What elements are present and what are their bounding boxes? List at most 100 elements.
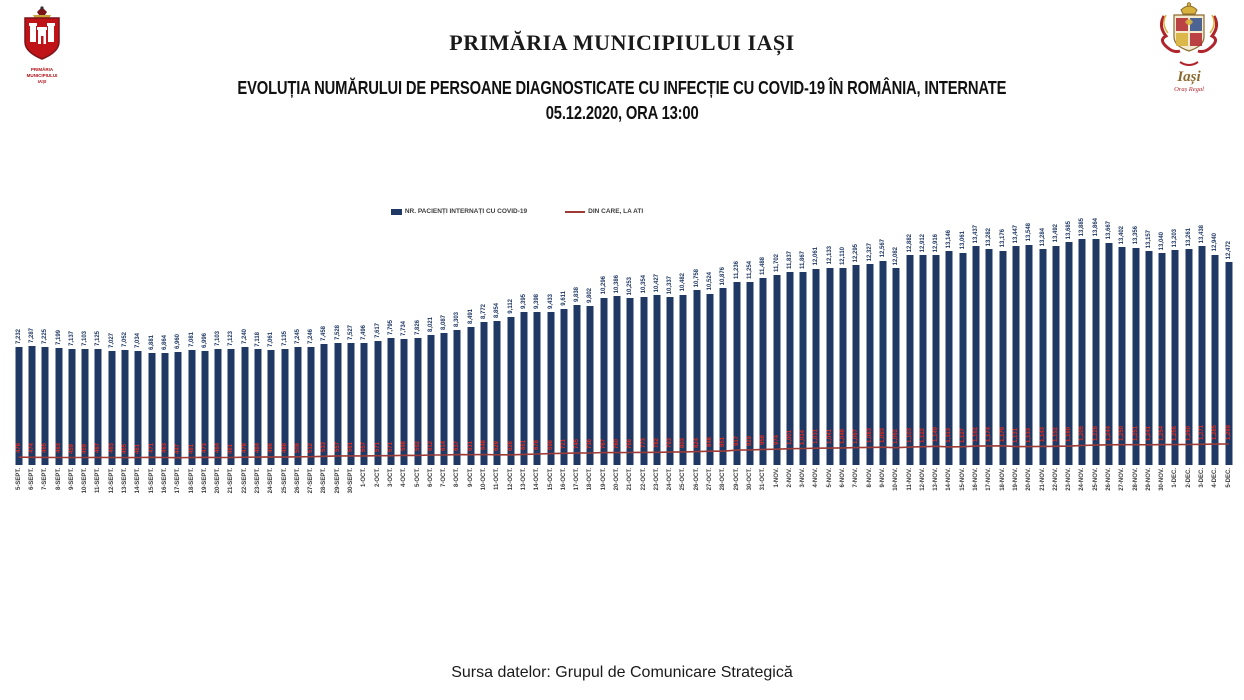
bar: [919, 254, 927, 465]
bar: [307, 347, 315, 465]
x-axis-date-label: 19-OCT.: [600, 468, 607, 491]
bar-value-label: 13,447: [1012, 224, 1019, 244]
bar-value-label: 7,081: [188, 331, 195, 347]
bar-value-label: 9,433: [547, 293, 554, 309]
chart-subtitle-datetime: 05.12.2020, ORA 13:00: [545, 103, 699, 123]
ati-value-label: 478: [15, 443, 22, 454]
x-axis-date-label: 18-OCT.: [587, 468, 594, 491]
x-axis-date-label: 4-DEC.: [1212, 468, 1219, 488]
bar: [547, 311, 555, 465]
chart-column: 10,524 846 27-OCT.: [703, 221, 716, 490]
bar: [879, 260, 887, 465]
bar-value-label: 13,548: [1026, 223, 1033, 242]
x-axis-date-label: 9-SEPT.: [68, 468, 75, 491]
x-axis-date-label: 21-OCT.: [627, 468, 634, 491]
chart-column: 7,245 506 26-SEPT.: [291, 221, 304, 493]
x-axis-date-label: 5-NOV.: [826, 468, 833, 488]
page-title: PRIMĂRIA MUNICIPIULUI IAȘI: [449, 30, 795, 55]
ati-value-label: 929: [746, 435, 753, 446]
chart-column: 8,772 648 10-OCT.: [477, 221, 490, 490]
bar: [1025, 244, 1033, 465]
chart-column: 13,157 1,241 29-NOV.: [1142, 221, 1155, 491]
ati-value-label: 760: [614, 438, 620, 449]
bar: [281, 348, 289, 465]
chart-column: 9,433 698 15-OCT.: [544, 221, 557, 490]
ati-value-label: 631: [467, 440, 474, 451]
ati-value-label: 1,041: [826, 429, 833, 445]
chart-column: 7,225 465 7-SEPT.: [39, 221, 52, 490]
chart-column: 12,912 1,122 12-NOV.: [916, 221, 929, 491]
bar: [174, 351, 182, 465]
chart-column: 11,488 958 31-OCT.: [757, 221, 770, 490]
bar-value-label: 6,996: [201, 333, 208, 349]
x-axis-date-label: 6-NOV.: [840, 468, 847, 488]
x-axis-date-label: 17-SEPT.: [175, 468, 182, 494]
ati-value-label: 463: [55, 443, 62, 454]
bar-value-label: 11,488: [760, 257, 767, 276]
chart-column: 7,496 557 1-OCT.: [358, 221, 371, 487]
x-axis-date-label: 8-OCT.: [454, 468, 461, 488]
x-axis-date-label: 29-NOV.: [1145, 468, 1152, 491]
bar: [28, 346, 36, 465]
ati-value-label: 773: [640, 438, 647, 449]
royal-logo-caption: Iași: [1177, 69, 1201, 85]
bar-value-label: 13,402: [1119, 225, 1126, 244]
bar: [214, 349, 222, 465]
x-axis-date-label: 24-SEPT.: [268, 468, 275, 494]
bar: [227, 349, 235, 465]
bar-value-label: 6,960: [175, 333, 182, 349]
ati-value-label: 1,143: [1039, 427, 1046, 443]
x-axis-date-label: 17-OCT.: [574, 468, 581, 491]
bar-value-label: 11,254: [746, 260, 753, 279]
x-axis-date-label: 7-SEPT.: [42, 468, 49, 491]
x-axis-date-label: 18-SEPT.: [188, 468, 195, 494]
bar-value-label: 7,240: [241, 329, 248, 345]
bar: [427, 334, 435, 465]
bar: [679, 294, 687, 465]
ati-value-label: 917: [733, 436, 740, 447]
x-axis-date-label: 31-OCT.: [760, 468, 767, 491]
x-axis-date-label: 6-SEPT.: [28, 468, 35, 491]
ati-value-label: 506: [294, 442, 301, 453]
chart-column: 7,232 478 5-SEPT.: [12, 221, 25, 490]
ati-value-label: 592: [414, 441, 421, 452]
ati-value-label: 461: [135, 443, 142, 454]
bar: [613, 296, 621, 465]
ati-value-label: 1,241: [1145, 425, 1152, 441]
chart-column: 13,146 1,113 14-NOV.: [943, 221, 956, 491]
ati-value-label: 803: [680, 437, 687, 448]
bar: [999, 250, 1007, 465]
x-axis-date-label: 3-OCT.: [387, 468, 394, 488]
chart-column: 7,061 496 24-SEPT.: [265, 221, 278, 493]
bar: [161, 353, 169, 465]
x-axis-date-label: 30-SEPT.: [348, 468, 355, 494]
bar-value-label: 7,246: [308, 329, 315, 345]
x-axis-date-label: 16-OCT.: [560, 468, 567, 491]
ati-value-label: 1,127: [959, 427, 966, 443]
x-axis-date-label: 17-NOV.: [986, 468, 993, 491]
ati-value-label: 1,122: [919, 427, 926, 443]
bar-value-label: 8,491: [467, 308, 474, 324]
ati-value-label: 455: [122, 443, 129, 454]
ati-value-label: 651: [520, 440, 527, 451]
bar-value-label: 12,567: [879, 239, 886, 258]
x-axis-date-label: 20-NOV.: [1026, 468, 1033, 491]
bar-value-label: 6,881: [148, 335, 155, 351]
chart-column: 9,802 736 18-OCT.: [584, 221, 597, 490]
bar-value-label: 7,458: [321, 325, 328, 341]
bar: [188, 349, 195, 465]
chart-column: 10,253 768 21-OCT.: [624, 221, 637, 490]
bar-value-label: 13,176: [999, 229, 1006, 248]
bar: [374, 341, 382, 465]
chart-column: 12,916 1,149 13-NOV.: [929, 221, 942, 491]
chart-column: 6,960 447 17-SEPT.: [172, 221, 185, 493]
bar-value-label: 8,772: [481, 304, 488, 320]
bar: [1198, 246, 1206, 465]
bar-value-label: 7,617: [374, 323, 381, 339]
bar-value-label: 9,802: [587, 287, 594, 303]
ati-value-label: 1,260: [1185, 425, 1192, 441]
bar-value-label: 9,395: [520, 294, 527, 310]
report-header: PRIMĂRIA MUNICIPIULUI IAȘI: [0, 0, 1244, 150]
ati-value-label: 463: [161, 443, 168, 454]
bar-value-label: 7,061: [268, 332, 275, 348]
